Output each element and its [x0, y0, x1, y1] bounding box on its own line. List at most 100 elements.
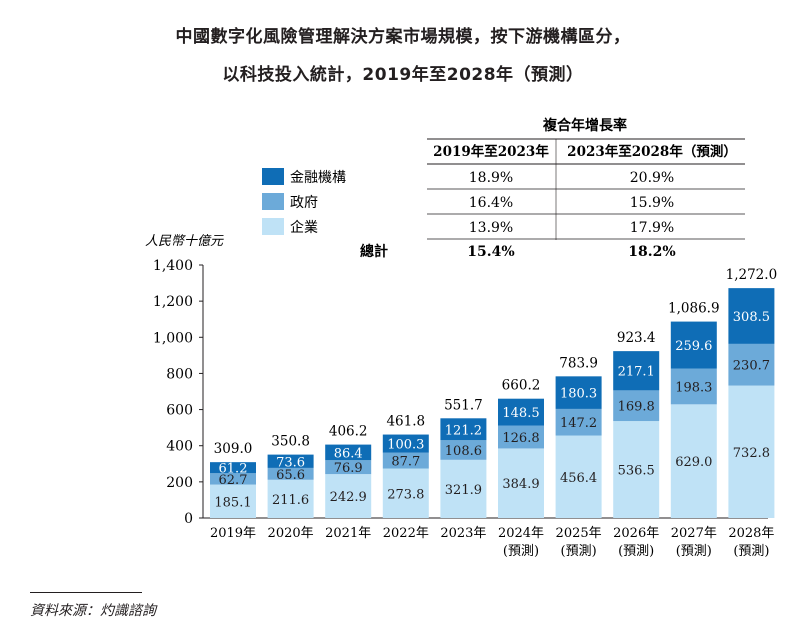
- bar-segment-金融機構: [382, 434, 429, 453]
- x-tick-sublabel: (預測): [733, 544, 769, 559]
- y-tick-label: 200: [166, 475, 193, 491]
- total-label: 1,086.9: [668, 301, 720, 317]
- bar-segment-金融機構: [267, 454, 314, 468]
- total-label: 660.2: [502, 378, 541, 394]
- data-label: 61.2: [219, 462, 248, 477]
- bar-segment-政府: [728, 343, 775, 386]
- source-divider: [30, 592, 142, 593]
- data-label: 108.6: [445, 444, 482, 459]
- cagr-header: 複合年增長率: [542, 117, 627, 134]
- bar-segment-金融機構: [613, 351, 660, 391]
- bar-segment-政府: [440, 440, 487, 460]
- cagr-value: 17.9%: [630, 220, 674, 236]
- data-label: 148.5: [502, 406, 539, 421]
- chart-title-line2: 以科技投入統計，2019年至2028年（預測）: [222, 65, 584, 85]
- legend-swatch-政府: [262, 193, 284, 210]
- total-label: 783.9: [559, 355, 598, 371]
- bar-segment-企業: [267, 479, 314, 518]
- x-tick-sublabel: (預測): [561, 544, 597, 559]
- data-label: 629.0: [675, 455, 712, 470]
- x-tick-label: 2025年: [556, 526, 602, 541]
- bar-segment-政府: [267, 467, 314, 480]
- y-tick-label: 0: [184, 511, 193, 527]
- data-label: 456.4: [560, 471, 597, 486]
- data-label: 76.9: [334, 461, 363, 476]
- cagr-value: 20.9%: [630, 170, 674, 186]
- bar-segment-金融機構: [210, 462, 256, 474]
- data-label: 180.3: [560, 387, 597, 402]
- data-label: 147.2: [560, 416, 597, 431]
- bar-segment-企業: [670, 404, 717, 518]
- data-label: 73.6: [276, 455, 305, 470]
- bar-segment-政府: [382, 452, 429, 469]
- data-label: 169.8: [618, 400, 655, 415]
- chart-title-line1: 中國數字化風險管理解決方案市場規模，按下游機構區分，: [175, 27, 631, 47]
- legend-label: 金融機構: [290, 170, 346, 186]
- data-label: 62.7: [219, 473, 248, 488]
- x-tick-label: 2027年: [671, 526, 717, 541]
- x-tick-label: 2023年: [440, 526, 486, 541]
- bar-segment-政府: [498, 425, 544, 449]
- total-label: 551.7: [444, 397, 483, 413]
- data-label: 87.7: [391, 455, 420, 470]
- cagr-col-header: 2019年至2023年: [433, 143, 549, 160]
- x-tick-label: 2028年: [728, 526, 774, 541]
- bar-segment-政府: [210, 473, 256, 485]
- bar-segment-政府: [325, 460, 372, 475]
- total-label: 350.8: [271, 434, 310, 450]
- bar-segment-政府: [613, 390, 660, 422]
- x-tick-label: 2024年: [498, 526, 544, 541]
- bar-segment-政府: [555, 408, 602, 436]
- legend-label: 政府: [290, 195, 318, 211]
- y-axis-label: 人民幣十億元: [145, 234, 224, 249]
- y-tick-label: 1,400: [153, 258, 193, 274]
- y-tick-label: 600: [166, 403, 193, 419]
- data-label: 65.6: [276, 468, 305, 483]
- y-tick-label: 1,000: [153, 330, 193, 346]
- x-tick-label: 2020年: [268, 526, 314, 541]
- bar-segment-金融機構: [728, 288, 775, 344]
- data-label: 732.8: [733, 446, 770, 461]
- x-tick-sublabel: (預測): [503, 544, 539, 559]
- bar-segment-企業: [728, 385, 775, 518]
- cagr-value: 13.9%: [469, 220, 513, 236]
- data-label: 230.7: [733, 359, 770, 374]
- data-label: 198.3: [675, 380, 712, 395]
- y-tick-label: 800: [166, 366, 193, 382]
- bar-segment-金融機構: [670, 321, 717, 369]
- bar-segment-企業: [382, 468, 429, 518]
- y-tick-label: 1,200: [153, 294, 193, 310]
- cagr-value: 15.9%: [630, 195, 674, 211]
- data-label: 259.6: [675, 339, 712, 354]
- total-label: 309.0: [214, 441, 253, 457]
- x-tick-label: 2022年: [383, 526, 429, 541]
- bar-segment-政府: [670, 368, 717, 405]
- bar-segment-企業: [613, 421, 660, 518]
- x-tick-sublabel: (預測): [676, 544, 712, 559]
- legend-swatch-金融機構: [262, 168, 284, 185]
- y-tick-label: 400: [166, 439, 193, 455]
- bar-segment-金融機構: [498, 398, 544, 426]
- bar-segment-企業: [555, 435, 602, 518]
- source-note: 資料來源：灼識諮詢: [30, 603, 156, 619]
- x-tick-label: 2021年: [325, 526, 371, 541]
- cagr-value: 18.2%: [628, 244, 675, 260]
- data-label: 100.3: [387, 438, 424, 453]
- data-label: 308.5: [733, 310, 770, 325]
- cagr-value: 16.4%: [469, 195, 513, 211]
- bar-segment-金融機構: [555, 376, 602, 409]
- data-label: 185.1: [214, 495, 251, 510]
- legend-swatch-企業: [262, 218, 284, 235]
- x-tick-label: 2026年: [613, 526, 659, 541]
- bar-segment-企業: [440, 459, 487, 518]
- data-label: 384.9: [502, 477, 539, 492]
- data-label: 121.2: [445, 423, 482, 438]
- cagr-value: 18.9%: [469, 170, 513, 186]
- total-label: 1,272.0: [726, 267, 778, 283]
- bar-segment-企業: [498, 448, 544, 518]
- x-tick-label: 2019年: [210, 526, 256, 541]
- cagr-total-label: 總計: [360, 243, 388, 260]
- bar-segment-金融機構: [325, 444, 372, 461]
- data-label: 211.6: [272, 493, 309, 508]
